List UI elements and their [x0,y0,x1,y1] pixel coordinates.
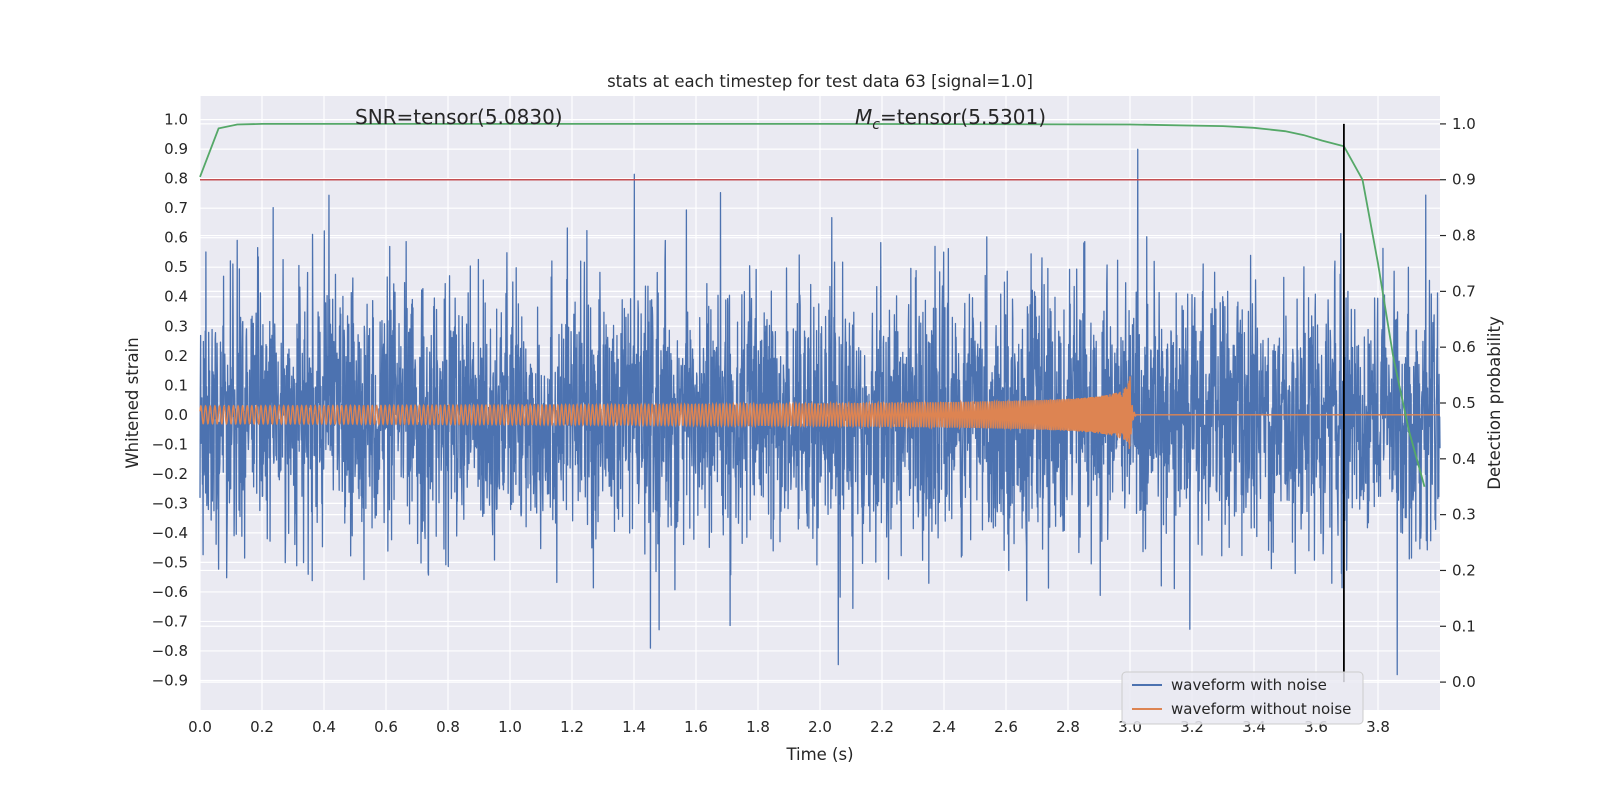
y-tick-label: 0.0 [164,406,188,424]
y2-tick-label: 0.5 [1452,394,1476,412]
y2-axis-label: Detection probability [1485,316,1504,490]
y-tick-label: 0.6 [164,229,188,247]
x-tick-label: 0.4 [312,718,336,736]
y-tick-label: 0.9 [164,140,188,158]
y2-tick-label: 0.8 [1452,227,1476,245]
y-axis-label: Whitened strain [123,337,142,468]
y-tick-label: −0.8 [152,642,188,660]
x-axis-label: Time (s) [785,745,853,764]
y2-tick-label: 0.7 [1452,282,1476,300]
x-tick-label: 0.8 [436,718,460,736]
y-tick-label: −0.5 [152,553,188,571]
y2-tick-label: 0.3 [1452,506,1476,524]
x-tick-label: 3.8 [1366,718,1390,736]
x-tick-label: 0.6 [374,718,398,736]
x-tick-label: 1.0 [498,718,522,736]
x-tick-label: 2.6 [994,718,1018,736]
mc-annotation: Mc=tensor(5.5301) [855,105,1046,133]
mc-symbol: M [855,105,872,129]
y2-tick-label: 0.9 [1452,171,1476,189]
x-tick-label: 0.2 [250,718,274,736]
x-tick-label: 2.8 [1056,718,1080,736]
mc-subscript: c [872,117,880,133]
y-tick-label: 0.3 [164,317,188,335]
y2-tick-label: 0.4 [1452,450,1476,468]
y-tick-label: 0.5 [164,258,188,276]
x-tick-label: 0.0 [188,718,212,736]
series-detection-probability [199,123,1426,487]
y-axis-ticks: −0.9 −0.8 −0.7 −0.6 −0.5 −0.4 −0.3 −0.2 −0.1 0.0 0… [152,111,188,690]
legend-label-noisy: waveform with noise [1171,676,1327,694]
x-tick-label: 2.4 [932,718,956,736]
x-tick-label: 2.0 [808,718,832,736]
y2-tick-label: 0.6 [1452,338,1476,356]
y-tick-label: −0.9 [152,671,188,689]
y-tick-label: 0.1 [164,376,188,394]
y2-axis-ticks: 0.0 0.1 0.2 0.3 0.4 0.5 0.6 0.7 0.8 0.9 1.0 [1440,115,1476,691]
y-tick-label: −0.3 [152,494,188,512]
series-waveform-without-noise [199,376,1440,449]
x-tick-label: 1.2 [560,718,584,736]
chart-title: stats at each timestep for test data 63 … [607,72,1033,91]
y-tick-label: −0.6 [152,583,188,601]
snr-annotation: SNR=tensor(5.0830) [355,105,563,129]
y-tick-label: 0.2 [164,347,188,365]
legend-label-clean: waveform without noise [1171,700,1351,718]
y-tick-label: 0.7 [164,199,188,217]
x-tick-label: 1.8 [746,718,770,736]
x-tick-label: 1.4 [622,718,646,736]
mc-value: =tensor(5.5301) [880,105,1046,129]
y-tick-label: −0.4 [152,524,188,542]
detection-probability-line [199,123,1426,487]
y2-tick-label: 0.1 [1452,617,1476,635]
y2-tick-label: 1.0 [1452,115,1476,133]
y-tick-label: −0.7 [152,612,188,630]
x-tick-label: 1.6 [684,718,708,736]
legend-frame [1121,671,1364,725]
y2-tick-label: 0.2 [1452,561,1476,579]
y-tick-label: 0.8 [164,170,188,188]
y-tick-label: 1.0 [164,111,188,129]
waveform-without-noise-line [199,376,1440,449]
y-tick-label: 0.4 [164,288,188,306]
x-tick-label: 2.2 [870,718,894,736]
y-tick-label: −0.2 [152,465,188,483]
legend: waveform with noise waveform without noi… [1121,671,1364,725]
y-tick-label: −0.1 [152,435,188,453]
y2-tick-label: 0.0 [1452,673,1476,691]
